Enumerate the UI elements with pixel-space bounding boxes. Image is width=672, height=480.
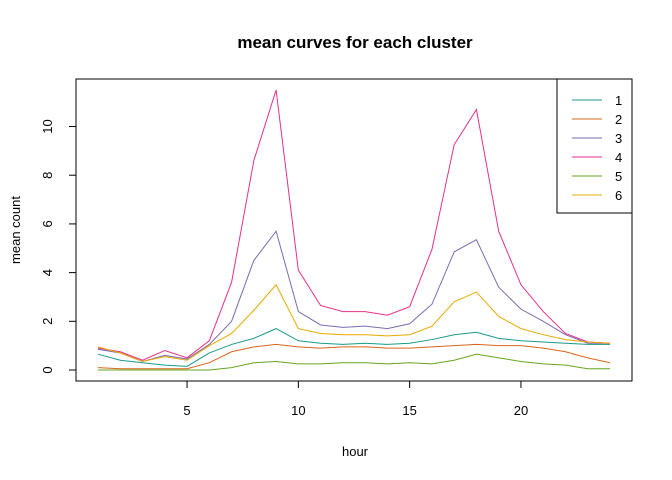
y-axis: 0 2 4 6 8 10 [40,119,77,374]
legend-label-1: 1 [615,93,622,108]
x-axis-label: hour [342,444,369,459]
y-tick-label: 0 [40,366,55,373]
x-tick-label: 15 [402,403,416,418]
legend-box [556,78,633,214]
series-layer [97,89,611,371]
x-tick-label: 20 [514,403,528,418]
series-line-1 [97,328,610,367]
legend-label-6: 6 [615,188,622,203]
x-tick-label: 10 [291,403,305,418]
series-line-4 [97,89,611,361]
series-line-3 [97,230,610,363]
legend-label-3: 3 [615,131,622,146]
y-tick-label: 6 [40,220,55,227]
series-line-5 [98,353,610,371]
legend: 1 2 3 4 5 6 [556,78,633,214]
y-tick-label: 8 [40,172,55,179]
x-axis: 5 10 15 20 [183,380,528,418]
x-tick-label: 5 [183,403,190,418]
legend-label-4: 4 [615,150,622,165]
chart-title: mean curves for each cluster [237,33,473,52]
series-line-6 [97,283,611,363]
y-tick-label: 10 [40,119,55,133]
y-axis-label: mean count [8,196,23,264]
y-tick-label: 2 [40,318,55,325]
legend-label-5: 5 [615,169,622,184]
y-tick-label: 4 [40,269,55,276]
legend-label-2: 2 [615,112,622,127]
series-line-2 [97,343,611,370]
